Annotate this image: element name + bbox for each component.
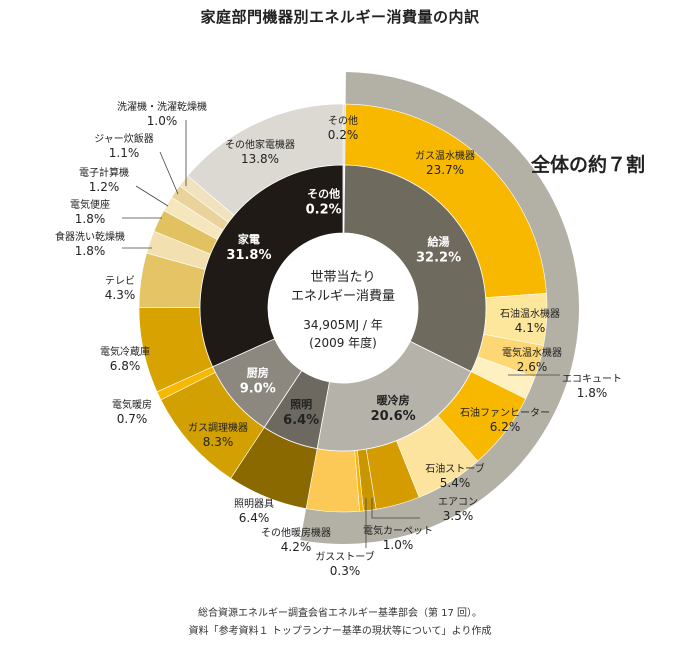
outer-pct-7: 3.5% xyxy=(443,509,474,523)
inner-label-0: その他 xyxy=(307,187,340,201)
outer-pct-21: 13.8% xyxy=(241,152,279,166)
outer-pct-3: 2.6% xyxy=(517,360,548,374)
outer-pct-12: 8.3% xyxy=(203,435,234,449)
outer-label-1: ガス温水機器 xyxy=(415,149,475,162)
outer-pct-9: 0.3% xyxy=(330,564,361,578)
outer-label-9: ガスストーブ xyxy=(315,550,374,563)
outer-pct-20: 1.0% xyxy=(147,114,178,128)
outer-pct-11: 6.4% xyxy=(239,511,270,525)
inner-label-2: 暖冷房 xyxy=(377,393,410,407)
donut-chart: その他0.2%給湯32.2%暖冷房20.6%照明6.4%厨房9.0%家電31.8… xyxy=(55,72,645,578)
outer-pct-5: 6.2% xyxy=(490,420,521,434)
center-line-3: 34,905MJ / 年 xyxy=(303,318,383,332)
center-line-4: (2009 年度) xyxy=(309,335,377,350)
labels-layer: その他0.2%給湯32.2%暖冷房20.6%照明6.4%厨房9.0%家電31.8… xyxy=(55,100,622,578)
outer-label-10: その他暖房機器 xyxy=(261,526,331,539)
outer-pct-13: 0.7% xyxy=(117,412,148,426)
inner-ring-layer xyxy=(199,164,487,452)
outer-label-19: ジャー炊飯器 xyxy=(94,132,154,145)
source-note-2: 資料「参考資料１ トップランナー基準の現状等について」より作成 xyxy=(188,626,492,637)
outer-label-13: 電気暖房 xyxy=(112,398,152,411)
inner-pct-1: 32.2% xyxy=(416,251,461,266)
leader-lines-layer xyxy=(122,120,560,548)
seventy-percent-callout: 全体の約７割 xyxy=(530,153,645,176)
outer-pct-2: 4.1% xyxy=(515,321,546,335)
outer-pct-10: 4.2% xyxy=(281,540,312,554)
outer-pct-4: 1.8% xyxy=(577,386,608,400)
chart-title: 家庭部門機器別エネルギー消費量の内訳 xyxy=(200,8,480,26)
inner-pct-4: 9.0% xyxy=(240,382,276,397)
inner-label-5: 家電 xyxy=(238,232,260,246)
outer-label-4: エコキュート xyxy=(562,374,622,385)
source-note-1: 総合資源エネルギー調査会省エネルギー基準部会（第 17 回）。 xyxy=(197,608,483,619)
inner-pct-5: 31.8% xyxy=(226,248,271,263)
inner-pct-0: 0.2% xyxy=(306,203,342,218)
outer-label-16: 食器洗い乾燥機 xyxy=(55,230,125,243)
outer-label-12: ガス調理機器 xyxy=(188,421,248,434)
inner-label-1: 給湯 xyxy=(428,235,450,249)
outer-label-15: テレビ xyxy=(105,275,135,287)
leader-line-8 xyxy=(371,498,420,519)
outer-label-8: 電気カーペット xyxy=(363,524,433,537)
outer-label-6: 石油ストーブ xyxy=(425,462,484,475)
outer-ring-layer xyxy=(138,103,548,513)
outer-label-14: 電気冷蔵庫 xyxy=(100,345,150,358)
outer-pct-16: 1.8% xyxy=(75,244,106,258)
outer-label-2: 石油温水機器 xyxy=(500,307,560,320)
outer-pct-14: 6.8% xyxy=(110,359,141,373)
inner-pct-3: 6.4% xyxy=(283,413,319,428)
inner-pct-2: 20.6% xyxy=(371,409,416,424)
outer-label-17: 電気便座 xyxy=(70,198,110,211)
outer-label-0: その他 xyxy=(328,114,358,127)
outer-pct-0: 0.2% xyxy=(328,128,359,142)
inner-label-4: 厨房 xyxy=(247,366,269,380)
center-line-2: エネルギー消費量 xyxy=(291,289,395,304)
outer-pct-1: 23.7% xyxy=(426,163,464,177)
outer-label-11: 照明器具 xyxy=(234,498,274,510)
outer-pct-17: 1.8% xyxy=(75,212,106,226)
outer-label-7: エアコン xyxy=(438,497,478,508)
outer-label-3: 電気温水機器 xyxy=(502,346,562,359)
center-hole xyxy=(268,233,418,383)
leader-line-19 xyxy=(159,151,179,195)
leader-line-18 xyxy=(135,185,169,207)
inner-label-3: 照明 xyxy=(290,398,312,411)
outer-pct-18: 1.2% xyxy=(89,180,120,194)
outer-pct-15: 4.3% xyxy=(105,288,136,302)
outer-label-5: 石油ファンヒーター xyxy=(460,406,550,419)
outer-pct-8: 1.0% xyxy=(383,538,414,552)
outer-label-20: 洗濯機・洗濯乾燥機 xyxy=(117,100,207,113)
outer-label-18: 電子計算機 xyxy=(79,166,129,179)
outer-label-21: その他家電機器 xyxy=(225,138,295,151)
outer-pct-19: 1.1% xyxy=(109,146,140,160)
center-line-1: 世帯当たり xyxy=(310,270,375,285)
outer-pct-6: 5.4% xyxy=(440,476,471,490)
